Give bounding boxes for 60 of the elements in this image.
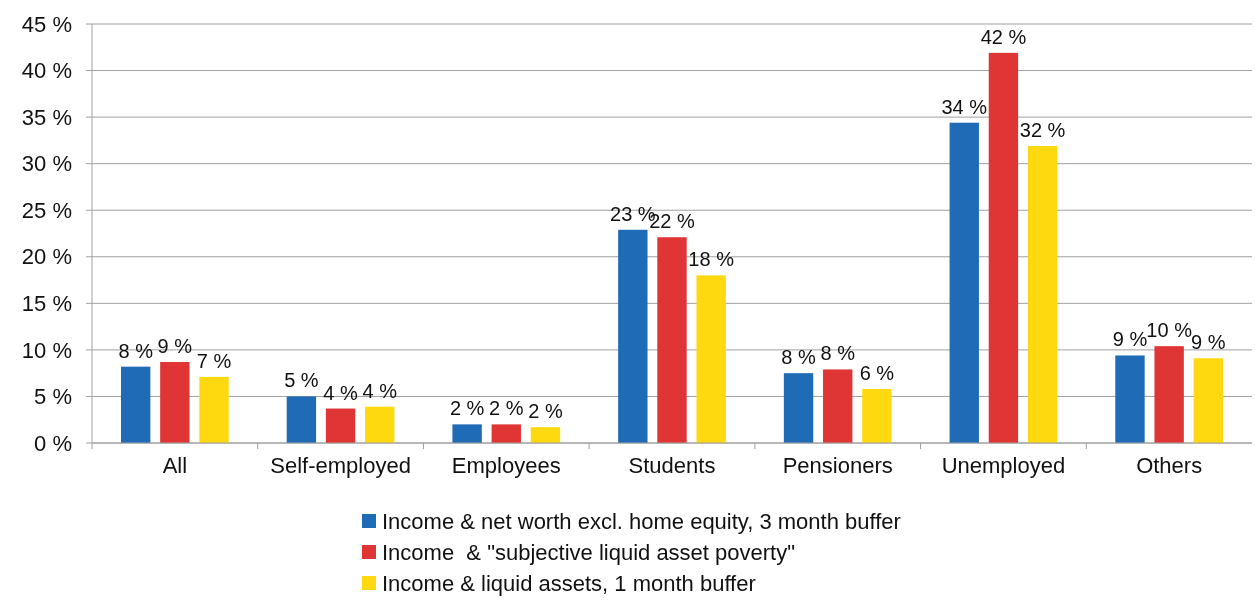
data-label: 9 % (157, 334, 193, 357)
y-tick-label: 0 % (34, 430, 72, 456)
bar (452, 424, 482, 443)
bar (657, 237, 687, 443)
bar (121, 366, 151, 443)
bar (862, 389, 892, 443)
bar (949, 122, 979, 443)
data-label: 18 % (688, 248, 735, 271)
bar (988, 52, 1019, 443)
x-tick-label: Employees (451, 453, 561, 478)
y-tick-label: 5 % (34, 384, 72, 410)
legend-label: Income & "subjective liquid asset poverty" (382, 539, 796, 565)
data-label: 6 % (859, 362, 895, 384)
x-tick-label: Self-employed (270, 453, 411, 478)
data-label: 34 % (941, 95, 988, 118)
bar (199, 376, 229, 443)
data-label: 4 % (362, 379, 398, 402)
bar (491, 424, 521, 443)
data-label: 8 % (781, 346, 816, 369)
bar (696, 275, 726, 443)
bar (1154, 346, 1184, 443)
x-tick-label: Unemployed (941, 453, 1066, 478)
legend-label: Income & net worth excl. home equity, 3 month buffer (382, 508, 901, 534)
bar (783, 373, 814, 443)
data-label: 2 % (489, 397, 524, 420)
bar (530, 427, 561, 443)
data-label: 8 % (820, 342, 856, 365)
data-label: 10 % (1146, 319, 1193, 342)
y-tick-label: 35 % (21, 104, 72, 130)
data-label: 4 % (323, 381, 359, 404)
bar (365, 406, 395, 443)
x-tick-label: Pensioners (782, 453, 893, 478)
bar (618, 229, 648, 443)
y-tick-label: 25 % (21, 197, 72, 223)
y-tick-label: 20 % (21, 244, 72, 270)
bar (1115, 355, 1145, 443)
y-tick-label: 10 % (21, 337, 72, 363)
data-label: 9 % (1191, 331, 1226, 354)
y-tick-label: 30 % (21, 151, 72, 177)
bar (286, 396, 317, 443)
data-label: 2 % (528, 400, 563, 423)
x-tick-label: Others (1136, 453, 1203, 478)
data-label: 7 % (196, 349, 232, 372)
legend-label: Income & liquid assets, 1 month buffer (382, 570, 756, 596)
x-tick-label: All (162, 453, 188, 478)
data-label: 8 % (118, 339, 154, 362)
y-tick-label: 45 % (21, 11, 72, 37)
bar (823, 369, 853, 443)
bar (1027, 145, 1058, 443)
data-label: 42 % (980, 25, 1027, 48)
y-tick-label: 15 % (21, 291, 72, 317)
bar (325, 408, 356, 443)
bar (1193, 358, 1223, 443)
data-label: 9 % (1112, 328, 1148, 351)
y-tick-label: 40 % (21, 58, 72, 84)
data-label: 5 % (284, 369, 319, 392)
bar (160, 361, 190, 443)
x-tick-label: Students (628, 453, 716, 478)
data-label: 2 % (449, 397, 485, 420)
data-label: 32 % (1019, 118, 1066, 141)
